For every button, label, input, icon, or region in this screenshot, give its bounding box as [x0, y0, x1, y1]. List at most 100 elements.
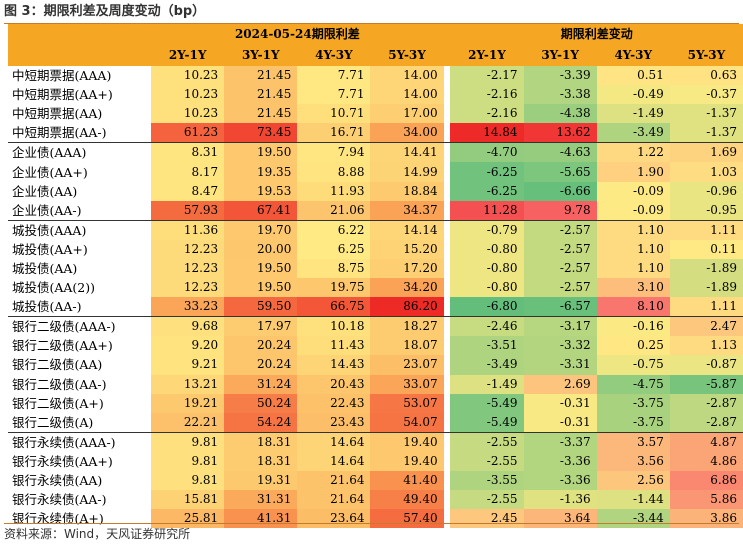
spread-cell: 59.50 [224, 297, 298, 317]
spread-cell: 7.71 [297, 66, 371, 86]
table-row: 企业债(AA+) 8.17 19.35 8.88 14.99 -6.25 -5.65 1.90… [8, 162, 743, 182]
spread-cell: 18.31 [224, 451, 298, 471]
change-cell: 0.63 [669, 66, 743, 86]
spread-cell: 12.23 [151, 278, 225, 298]
spread-cell: 34.00 [370, 123, 444, 143]
spread-cell: 21.64 [297, 490, 371, 510]
spread-cell: 18.27 [370, 316, 444, 337]
column-gap [443, 278, 451, 298]
change-cell: 0.11 [669, 239, 743, 259]
spread-cell: 11.36 [151, 219, 225, 240]
spread-cell: 23.64 [297, 509, 371, 529]
table-row: 银行永续债(AA) 9.81 19.31 21.64 41.40 -3.55 -3.36 2.… [8, 470, 743, 491]
col-header: 3Y-1Y [224, 45, 298, 66]
row-label: 银行二级债(A+) [12, 395, 104, 411]
change-cell: 0.25 [596, 336, 670, 356]
column-gap [443, 258, 451, 279]
header-group-row: 2024-05-24期限利差 期限利差变动 [8, 24, 743, 45]
change-cell: -0.37 [669, 85, 743, 105]
spread-cell: 9.81 [151, 470, 225, 491]
change-cell: -1.44 [596, 490, 670, 510]
change-cell: -3.75 [596, 412, 670, 433]
spread-cell: 9.21 [151, 355, 225, 375]
spread-cell: 14.00 [370, 66, 444, 86]
table-row: 银行二级债(A+) 19.21 50.24 22.43 53.07 -5.49 -0.31-… [8, 393, 743, 413]
spread-cell: 16.71 [297, 123, 371, 143]
spread-cell: 18.31 [224, 431, 298, 452]
col-header: 5Y-3Y [370, 45, 444, 66]
spread-cell: 14.00 [370, 85, 444, 105]
change-cell: -0.80 [450, 239, 524, 259]
change-cell: -0.79 [450, 219, 524, 240]
spread-cell: 66.75 [297, 297, 371, 317]
column-gap [443, 123, 451, 143]
change-cell: -0.75 [596, 355, 670, 375]
table-row: 中短期票据(AAA) 10.23 21.45 7.71 14.00 -2.17 -3.39 0… [8, 66, 743, 86]
spread-cell: 19.31 [224, 470, 298, 491]
row-label: 银行二级债(AA-) [12, 376, 107, 392]
spread-cell: 22.43 [297, 393, 371, 413]
change-cell: -5.49 [450, 393, 524, 413]
change-cell: 1.10 [596, 258, 670, 279]
change-cell: -6.66 [523, 181, 597, 201]
change-cell: 1.11 [669, 297, 743, 317]
spread-cell: 34.37 [370, 200, 444, 221]
column-gap [443, 336, 451, 356]
column-gap [443, 239, 451, 259]
change-cell: -1.49 [450, 374, 524, 394]
spread-cell: 11.93 [297, 181, 371, 201]
change-cell: 1.03 [669, 162, 743, 182]
change-cell: -2.87 [669, 412, 743, 433]
row-label: 银行永续债(AAA-) [8, 431, 152, 452]
spread-cell: 19.21 [151, 393, 225, 413]
change-cell: 0.51 [596, 66, 670, 86]
change-cell: 3.56 [596, 451, 670, 471]
spread-cell: 8.31 [151, 142, 225, 163]
figure-title: 图 3：期限利差及周度变动（bp） [4, 4, 206, 19]
change-cell: 4.86 [669, 451, 743, 471]
change-cell: -0.09 [596, 200, 670, 221]
spread-cell: 34.20 [370, 278, 444, 298]
change-cell: -4.63 [523, 142, 597, 163]
spread-cell: 19.75 [297, 278, 371, 298]
header-column-row: 2Y-1Y 3Y-1Y 4Y-3Y 5Y-3Y 2Y-1Y 3Y-1Y 4Y-3… [8, 45, 743, 66]
table-row: 城投债(AA-) 33.23 59.50 66.75 86.20 -6.80 -6.57 8.… [8, 297, 743, 317]
spread-cell: 21.64 [297, 470, 371, 491]
row-label: 企业债(AA+) [12, 164, 88, 180]
spread-cell: 6.22 [297, 219, 371, 240]
change-cell: 1.10 [596, 219, 670, 240]
change-cell: -2.57 [523, 219, 597, 240]
change-cell: 11.28 [450, 200, 524, 221]
spread-cell: 22.21 [151, 412, 225, 433]
row-label: 银行二级债(A) [12, 414, 94, 430]
column-gap [443, 162, 451, 182]
spread-cell: 9.81 [151, 431, 225, 452]
header-gap [443, 24, 451, 45]
spread-cell: 19.70 [224, 219, 298, 240]
change-cell: -0.96 [669, 181, 743, 201]
change-cell: -0.09 [596, 181, 670, 201]
row-label: 城投债(AA+) [12, 241, 88, 257]
change-cell: -3.44 [596, 509, 670, 529]
spread-cell: 50.24 [224, 393, 298, 413]
change-cell: -3.32 [523, 336, 597, 356]
spread-cell: 10.23 [151, 66, 225, 86]
change-cell: 1.13 [669, 336, 743, 356]
row-label: 企业债(AAA) [8, 142, 152, 163]
spread-cell: 61.23 [151, 123, 225, 143]
spread-cell: 14.14 [370, 219, 444, 240]
column-gap [443, 181, 451, 201]
spread-cell: 19.50 [224, 142, 298, 163]
table-row: 中短期票据(AA-) 61.23 73.45 16.71 34.00 14.84 13.62… [8, 123, 743, 143]
change-cell: -1.36 [523, 490, 597, 510]
change-cell: -4.38 [523, 104, 597, 124]
col-header: 4Y-3Y [297, 45, 371, 66]
row-label: 银行永续债(AA+) [12, 453, 113, 469]
spread-cell: 17.97 [224, 316, 298, 337]
change-cell: -2.16 [450, 85, 524, 105]
column-gap [443, 142, 451, 163]
change-cell: 1.22 [596, 142, 670, 163]
change-cell: -3.49 [450, 355, 524, 375]
row-label: 银行永续债(A+) [12, 511, 104, 527]
spread-cell: 53.07 [370, 393, 444, 413]
